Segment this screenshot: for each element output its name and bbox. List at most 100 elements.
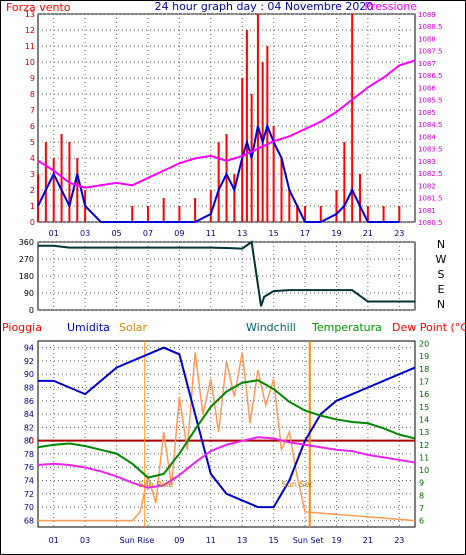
legend-umidita: Umidita (67, 321, 110, 334)
y-right-tick: 9 (419, 479, 424, 488)
y-right-tick: 17 (419, 377, 429, 386)
y-right-tick: 1081 (418, 207, 436, 215)
x-tick: Sun Set (293, 536, 324, 545)
y-right-tick: 1089 (418, 11, 436, 19)
x-tick: 03 (80, 536, 90, 545)
y-tick: 180 (19, 272, 34, 281)
wind-chart-ticks: 0123456789101112131080.510811081.5108210… (25, 10, 443, 238)
y-left-tick: 0 (30, 218, 35, 227)
y-left-tick: 68 (24, 516, 34, 525)
y-right-tick: 1084 (418, 133, 436, 141)
x-tick: 03 (80, 229, 90, 238)
x-tick: 09 (174, 229, 184, 238)
y-right-tick: 1082 (418, 182, 436, 190)
x-tick: Sun Rise (120, 536, 155, 545)
x-tick: 15 (269, 229, 279, 238)
y-right-tick: 1088.5 (418, 23, 443, 31)
y-right-tick: 13 (419, 428, 429, 437)
x-tick: 19 (331, 536, 341, 545)
x-tick: 21 (363, 229, 373, 238)
x-tick: 21 (363, 536, 373, 545)
y-left-tick: 5 (30, 138, 35, 147)
y-left-tick: 78 (24, 450, 34, 459)
wind-direction-line (38, 240, 415, 307)
temperature-chart-plot (37, 340, 416, 528)
y-tick: 360 (19, 238, 34, 247)
y-right-tick: 1088 (418, 35, 436, 43)
compass-label: N (437, 298, 445, 311)
y-right-tick: 1087.5 (418, 48, 443, 56)
y-right-tick: 1086 (418, 84, 436, 92)
x-tick: 11 (206, 536, 216, 545)
gust-line (37, 122, 400, 223)
x-tick: 01 (49, 229, 59, 238)
y-right-tick: 11 (419, 453, 429, 462)
compass-label: E (438, 283, 445, 296)
chart-title: 24 hour graph day : 04 Novembre 2020 (155, 0, 374, 13)
x-tick: 05 (111, 229, 121, 238)
y-right-tick: 1087 (418, 60, 436, 68)
y-left-tick: 1 (30, 202, 35, 211)
y-left-tick: 8 (30, 90, 35, 99)
y-right-tick: 1086.5 (418, 72, 443, 80)
wind-speed-label: Forza vento (6, 1, 71, 14)
pressure-line (37, 59, 416, 189)
y-left-tick: 9 (30, 74, 35, 83)
y-left-tick: 80 (24, 437, 34, 446)
temperature-chart-series (37, 341, 416, 527)
y-right-tick: 1081.5 (418, 195, 443, 203)
dewpoint-line (37, 436, 416, 489)
y-tick: 0 (29, 306, 34, 315)
y-left-tick: 92 (24, 357, 34, 366)
compass-label: N (437, 238, 445, 251)
temperature-chart-ticks: 6870727476788082848688909294678910111213… (24, 340, 429, 545)
y-left-tick: 86 (24, 397, 34, 406)
x-tick: 13 (237, 536, 247, 545)
y-right-tick: 16 (419, 390, 429, 399)
y-left-tick: 6 (30, 122, 35, 131)
legend-windchill: Windchill (246, 321, 296, 334)
y-right-tick: 1083 (418, 158, 436, 166)
x-tick: 19 (331, 229, 341, 238)
direction-chart-series (38, 240, 415, 307)
y-right-tick: 1082.5 (418, 170, 443, 178)
compass-label: S (438, 268, 445, 281)
legend-pioggia: Pioggia (2, 321, 42, 334)
humidity-line (38, 346, 416, 509)
x-tick: 01 (49, 536, 59, 545)
x-tick: 07 (143, 229, 153, 238)
y-left-tick: 3 (30, 170, 35, 179)
y-right-tick: 8 (419, 491, 424, 500)
y-left-tick: 74 (24, 477, 34, 486)
y-right-tick: 12 (419, 441, 429, 450)
pressure-label: Pressione (365, 0, 418, 13)
x-tick: 11 (206, 229, 216, 238)
y-left-tick: 2 (30, 186, 35, 195)
y-right-tick: 19 (419, 352, 429, 361)
y-right-tick: 14 (419, 415, 429, 424)
direction-chart-grid (38, 241, 415, 311)
x-tick: 23 (394, 536, 404, 545)
y-right-tick: 10 (419, 466, 429, 475)
y-right-tick: 20 (419, 340, 429, 349)
y-left-tick: 72 (24, 490, 34, 499)
y-right-tick: 1083.5 (418, 146, 443, 154)
y-left-tick: 88 (24, 384, 34, 393)
rain-zero-label: 0 (28, 437, 34, 447)
x-tick: 09 (174, 536, 184, 545)
wind-chart-series (37, 14, 416, 223)
temperature-line (37, 379, 416, 479)
x-tick: 13 (237, 229, 247, 238)
y-right-tick: 18 (419, 365, 429, 374)
y-left-tick: 90 (24, 370, 34, 379)
y-left-tick: 13 (25, 10, 35, 19)
y-right-tick: 7 (419, 504, 424, 513)
compass-label: W (436, 253, 447, 266)
y-tick: 90 (24, 289, 34, 298)
legend-temperatura: Temperatura (311, 321, 382, 334)
y-left-tick: 10 (25, 58, 35, 67)
y-right-tick: 15 (419, 403, 429, 412)
y-left-tick: 94 (24, 344, 34, 353)
